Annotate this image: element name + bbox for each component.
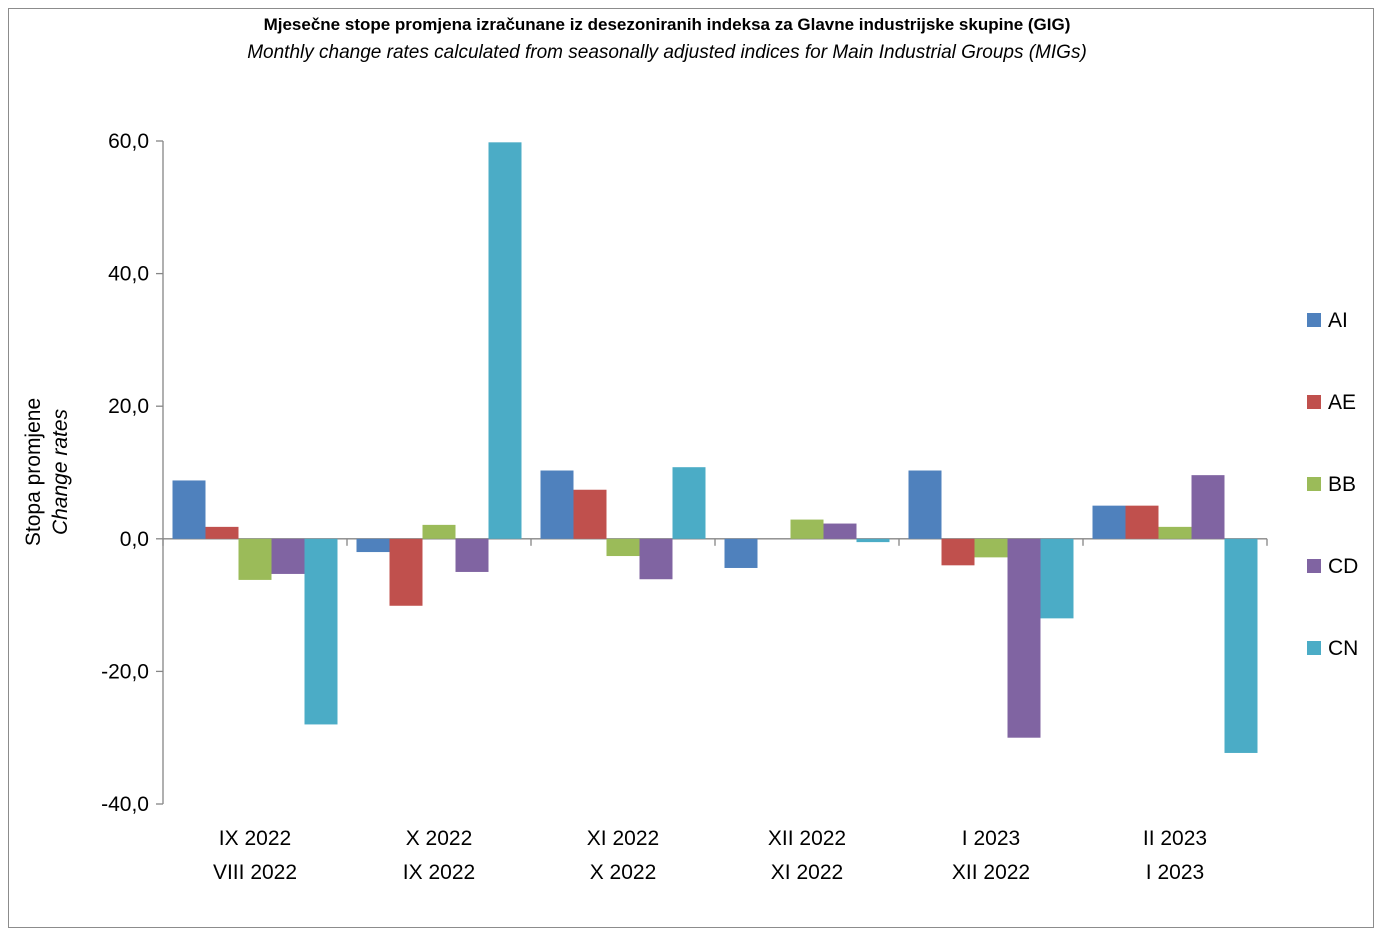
bar-ai [540, 470, 574, 539]
chart-subtitle: Monthly change rates calculated from sea… [247, 42, 1087, 63]
y-tick-label: -40,0 [101, 793, 149, 816]
y-tick-label: 0,0 [120, 528, 149, 551]
x-tick-label: X 2022 [406, 827, 473, 850]
bar-ae [941, 538, 975, 566]
bars [172, 142, 1258, 753]
bar-bb [1158, 526, 1192, 539]
bar-cd [1007, 538, 1041, 738]
x-tick-label: II 2023 [1143, 827, 1207, 850]
y-axis-label: Stopa promjene [22, 398, 45, 546]
legend-swatch-cn [1307, 641, 1321, 655]
x-tick-label: VIII 2022 [213, 861, 297, 884]
y-tick-label: 40,0 [108, 263, 149, 286]
bar-bb [974, 538, 1008, 558]
bar-bb [606, 538, 640, 557]
y-axis-label-group: Stopa promjene Change rates [22, 398, 72, 546]
bar-cn [488, 142, 522, 539]
bar-ai [172, 480, 206, 539]
legend-label-cn: CN [1328, 637, 1358, 660]
x-tick-label: XI 2022 [587, 827, 659, 850]
bar-ai [724, 538, 758, 568]
bar-cd [639, 538, 673, 580]
bar-cn [1040, 538, 1074, 619]
y-tick-label: 20,0 [108, 395, 149, 418]
x-tick-label: XII 2022 [768, 827, 846, 850]
y-axis-label-en: Change rates [49, 408, 72, 535]
bar-cd [823, 523, 857, 539]
x-tick-label: XI 2022 [771, 861, 843, 884]
legend-label-ai: AI [1328, 309, 1348, 332]
x-tick-label: XII 2022 [952, 861, 1030, 884]
legend-swatch-cd [1307, 559, 1321, 573]
bar-cd [1191, 475, 1225, 539]
bar-cn [856, 538, 890, 543]
x-tick-label: I 2023 [1146, 861, 1204, 884]
legend-swatch-ae [1307, 395, 1321, 409]
bar-cn [1224, 538, 1258, 753]
bar-bb [422, 524, 456, 539]
bar-cn [672, 467, 706, 539]
bar-ae [1125, 505, 1159, 539]
bar-cd [455, 538, 489, 572]
bar-ai [1092, 505, 1126, 539]
y-tick-label: -20,0 [101, 660, 149, 683]
bar-bb [238, 538, 272, 580]
chart-title: Mjesečne stope promjena izračunane iz de… [264, 15, 1071, 34]
legend-swatch-bb [1307, 477, 1321, 491]
y-tick-label: 60,0 [108, 130, 149, 153]
bar-ai [908, 470, 942, 539]
legend-label-bb: BB [1328, 473, 1356, 496]
bar-ai [356, 538, 390, 553]
bar-cd [271, 538, 305, 574]
x-axis-labels: IX 2022 VIII 2022 X 2022 IX 2022 XI 2022 X 20… [213, 827, 1207, 884]
axes: 60,0 40,0 20,0 0,0 -20,0 -40,0 [101, 130, 1268, 816]
legend-swatch-ai [1307, 313, 1321, 327]
bar-ae [205, 526, 239, 539]
legend-label-cd: CD [1328, 555, 1358, 578]
bar-cn [304, 538, 338, 725]
x-tick-label: IX 2022 [403, 861, 475, 884]
x-tick-label: I 2023 [962, 827, 1020, 850]
bar-ae [573, 489, 607, 539]
legend: AI AE BB CD CN [1307, 309, 1358, 660]
x-tick-label: IX 2022 [219, 827, 291, 850]
bar-ae [389, 538, 423, 606]
x-tick-label: X 2022 [590, 861, 657, 884]
legend-label-ae: AE [1328, 391, 1356, 414]
bar-bb [790, 519, 824, 539]
